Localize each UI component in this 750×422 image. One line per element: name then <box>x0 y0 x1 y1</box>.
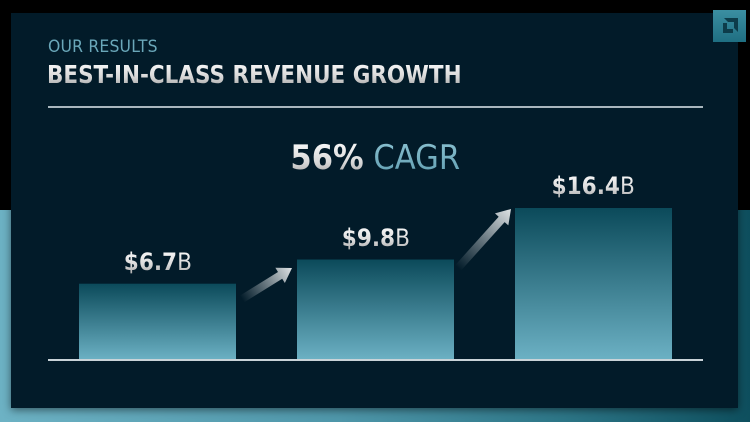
cagr-label: CAGR <box>373 138 460 178</box>
page-title: BEST-IN-CLASS REVENUE GROWTH <box>47 60 462 89</box>
bar-value-label-2021: $16.4B <box>515 172 672 200</box>
bar-2020 <box>297 259 454 360</box>
bar-value-unit: B <box>620 172 636 200</box>
x-tick-label-2019: 2019 <box>79 369 236 389</box>
bar-value-number: $16.4 <box>551 172 621 200</box>
cagr-headline: 56% CAGR <box>0 138 750 178</box>
bar-value-unit: B <box>176 247 192 276</box>
bar-value-number: $9.8 <box>341 223 395 252</box>
x-tick-label-2020: 2020 <box>297 369 454 389</box>
bar-2019 <box>79 283 236 360</box>
cagr-value: 56% <box>290 138 364 178</box>
section-eyebrow: OUR RESULTS <box>48 37 158 57</box>
amd-arrow-logo-icon <box>713 10 746 42</box>
bar-value-label-2019: $6.7B <box>79 248 236 276</box>
bar-2021 <box>515 208 672 360</box>
chart-baseline <box>48 359 703 361</box>
bar-value-label-2020: $9.8B <box>297 224 454 252</box>
bar-value-number: $6.7 <box>123 247 177 276</box>
x-tick-label-2021: 2021 <box>515 369 672 389</box>
growth-arrow-2019-2020 <box>239 267 293 303</box>
title-divider <box>48 106 703 108</box>
bar-value-unit: B <box>394 223 410 252</box>
growth-arrow-2020-2021 <box>455 209 511 271</box>
